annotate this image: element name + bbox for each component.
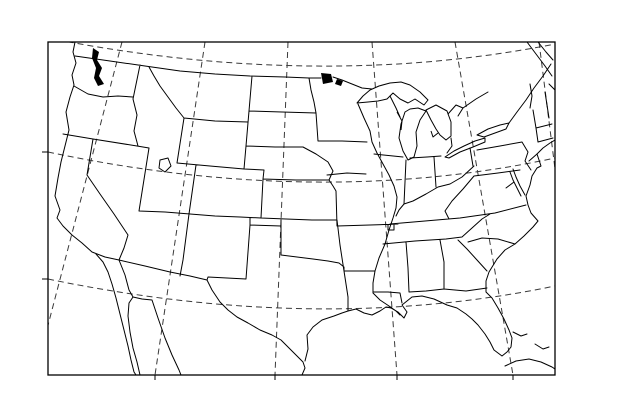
water-fills <box>92 48 343 86</box>
meridian-80w <box>454 42 514 375</box>
chesapeake-bay-path <box>505 168 526 197</box>
pacific-coast-and-mexico-border-path <box>54 42 306 375</box>
great-salt-lake-path <box>158 157 172 173</box>
great-lakes <box>356 81 510 161</box>
meridian-100w <box>274 42 289 375</box>
st-lawrence-path <box>526 42 555 109</box>
map-frame <box>47 41 556 376</box>
parallel-40n <box>48 151 555 183</box>
axis-ticks <box>42 151 514 380</box>
lake-of-the-woods-fill <box>321 73 333 84</box>
lake-huron <box>425 104 452 141</box>
baja-california-path <box>95 253 182 375</box>
meridian-90w <box>371 42 398 375</box>
parallel-50n <box>66 42 555 67</box>
state-borders-path <box>62 55 554 316</box>
meridian-110w <box>154 42 206 375</box>
border-lakes-fill <box>335 79 343 86</box>
meridian-120w <box>48 42 123 328</box>
puget-sound-fill <box>92 48 104 86</box>
lake-michigan <box>398 107 427 161</box>
gulf-and-atlantic-coast-path <box>304 139 555 362</box>
parallel-30n <box>48 278 555 310</box>
lake-erie <box>444 137 486 159</box>
green-bay <box>396 111 403 131</box>
lake-superior <box>356 81 429 106</box>
cuba-and-islands-path <box>504 331 555 370</box>
lake-ontario <box>476 122 510 138</box>
latlon-grid <box>48 42 555 375</box>
map-boundaries <box>54 42 555 375</box>
